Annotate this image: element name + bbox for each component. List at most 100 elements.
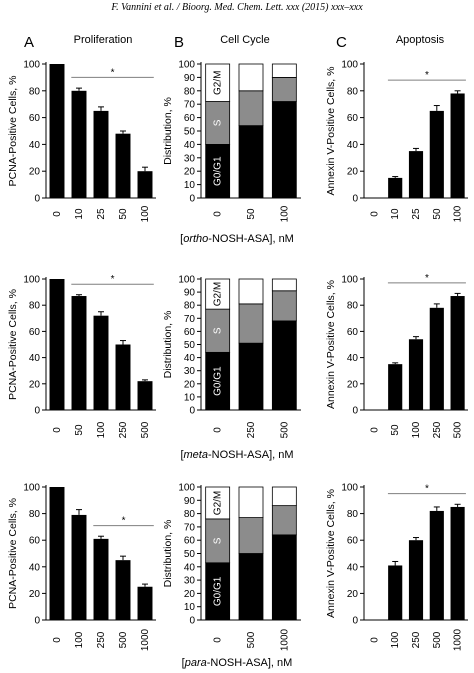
stack-segment xyxy=(205,143,231,199)
stack-segment xyxy=(238,517,264,554)
y-tick-label: 90 xyxy=(184,73,196,84)
x-tick-label: 50 xyxy=(74,424,85,436)
y-axis-label: Annexin V-Positive Cells, % xyxy=(325,489,337,618)
bar xyxy=(429,110,444,198)
panel-letter-b: B xyxy=(174,34,184,51)
y-tick-label: 60 xyxy=(29,113,41,124)
stack-segment xyxy=(205,486,231,520)
y-tick-label: 60 xyxy=(347,327,359,338)
stack-label-g2m: G2/M xyxy=(212,491,223,515)
y-tick-label: 0 xyxy=(34,616,40,627)
y-tick-label: 70 xyxy=(184,522,196,533)
y-tick-label: 100 xyxy=(341,275,358,286)
y-tick-label: 60 xyxy=(184,327,196,338)
bar xyxy=(137,381,153,410)
stack-label-g0g1: G0/G1 xyxy=(212,366,223,396)
xlabel-suffix: -NOSH-ASA], nM xyxy=(208,233,294,245)
stack-segment xyxy=(205,63,231,102)
significance-star: * xyxy=(111,67,115,78)
y-tick-label: 80 xyxy=(184,509,196,520)
x-tick-label: 0 xyxy=(213,637,224,643)
chart-1-0: 0 20 40 60 80 100 PCNA-Positive Cells, % * 0 50 10… xyxy=(7,274,156,438)
x-tick-label: 25 xyxy=(96,208,107,220)
stack-label-g2m: G2/M xyxy=(212,282,223,306)
x-tick-label: 250 xyxy=(96,631,107,648)
bar xyxy=(429,307,444,410)
y-tick-label: 0 xyxy=(189,616,195,627)
x-tick-label: 250 xyxy=(246,421,257,438)
y-tick-label: 30 xyxy=(184,576,196,587)
bar xyxy=(388,177,403,198)
xlabel-prefix: [ xyxy=(182,657,185,669)
y-tick-label: 40 xyxy=(347,562,359,573)
bar xyxy=(93,315,109,410)
bar xyxy=(408,151,424,198)
xlabel-prefix: [ xyxy=(180,233,183,245)
y-axis-label: PCNA-Positive Cells, % xyxy=(7,76,19,187)
charts: 0 20 40 60 80 100 PCNA-Positive Cells, % * 0 10 25… xyxy=(7,60,468,651)
y-tick-label: 100 xyxy=(341,60,358,71)
x-tick-label: 0 xyxy=(369,427,380,433)
row-xlabels: [ortho-NOSH-ASA], nM[meta-NOSH-ASA], nM[… xyxy=(180,233,294,669)
panel-letter-a: A xyxy=(24,34,34,51)
y-axis-label: PCNA-Positive Cells, % xyxy=(7,498,19,609)
bar xyxy=(49,279,65,410)
stack-segment xyxy=(238,90,264,127)
x-tick-label: 250 xyxy=(411,631,422,648)
x-tick-label: 100 xyxy=(74,631,85,648)
column-title: Proliferation xyxy=(74,34,133,46)
bar xyxy=(388,364,403,410)
x-tick-label: 100 xyxy=(140,205,151,222)
bar xyxy=(93,110,109,198)
y-tick-label: 20 xyxy=(29,589,41,600)
xlabel-compound: para xyxy=(184,657,207,669)
chart-0-0: 0 20 40 60 80 100 PCNA-Positive Cells, % * 0 10 25… xyxy=(7,60,156,222)
x-tick-label: 100 xyxy=(411,421,422,438)
y-axis-label: Distribution, % xyxy=(162,311,174,379)
y-tick-label: 0 xyxy=(352,194,358,205)
bar xyxy=(450,93,465,198)
y-tick-label: 80 xyxy=(184,86,196,97)
x-tick-label: 0 xyxy=(52,211,63,217)
y-tick-label: 50 xyxy=(184,549,196,560)
y-tick-label: 0 xyxy=(352,616,358,627)
significance-star: * xyxy=(111,274,115,285)
y-tick-label: 70 xyxy=(184,314,196,325)
y-tick-label: 20 xyxy=(184,589,196,600)
y-tick-label: 80 xyxy=(29,301,41,312)
chart-0-1: 0 10 20 30 40 50 60 70 80 90 100 Distribution, % G0/… xyxy=(162,60,301,222)
xlabel-suffix: -NOSH-ASA], nM xyxy=(208,449,294,461)
stack-label-g0g1: G0/G1 xyxy=(212,576,223,606)
y-axis-label: Distribution, % xyxy=(162,97,174,165)
y-tick-label: 30 xyxy=(184,153,196,164)
chart-2-1: 0 10 20 30 40 50 60 70 80 90 100 Distribution, % G0/… xyxy=(162,483,301,651)
y-tick-label: 50 xyxy=(184,340,196,351)
stack-segment xyxy=(271,505,297,536)
y-tick-label: 70 xyxy=(184,100,196,111)
stack-segment xyxy=(238,342,264,411)
x-tick-label: 100 xyxy=(96,421,107,438)
chart-1-2: 0 20 40 60 80 100 Annexin V-Positive Cells, % *… xyxy=(325,273,468,438)
row-xlabel: [meta-NOSH-ASA], nM xyxy=(180,449,293,461)
bar xyxy=(137,586,153,620)
y-axis-label: Annexin V-Positive Cells, % xyxy=(325,280,337,409)
y-tick-label: 80 xyxy=(347,509,359,520)
x-tick-label: 500 xyxy=(453,421,464,438)
stack-segment xyxy=(238,486,264,518)
x-tick-label: 10 xyxy=(74,208,85,220)
x-tick-label: 0 xyxy=(52,637,63,643)
y-tick-label: 40 xyxy=(29,562,41,573)
xlabel-compound: ortho xyxy=(183,233,208,245)
stack-segment xyxy=(238,553,264,621)
y-tick-label: 0 xyxy=(189,194,195,205)
y-tick-label: 50 xyxy=(184,127,196,138)
x-tick-label: 0 xyxy=(52,427,63,433)
y-tick-label: 60 xyxy=(184,536,196,547)
x-tick-label: 1000 xyxy=(279,628,290,651)
bar xyxy=(450,296,465,410)
bar xyxy=(93,538,109,620)
y-tick-label: 80 xyxy=(184,301,196,312)
y-tick-label: 90 xyxy=(184,288,196,299)
significance-star: * xyxy=(425,273,429,284)
bar xyxy=(71,90,87,198)
